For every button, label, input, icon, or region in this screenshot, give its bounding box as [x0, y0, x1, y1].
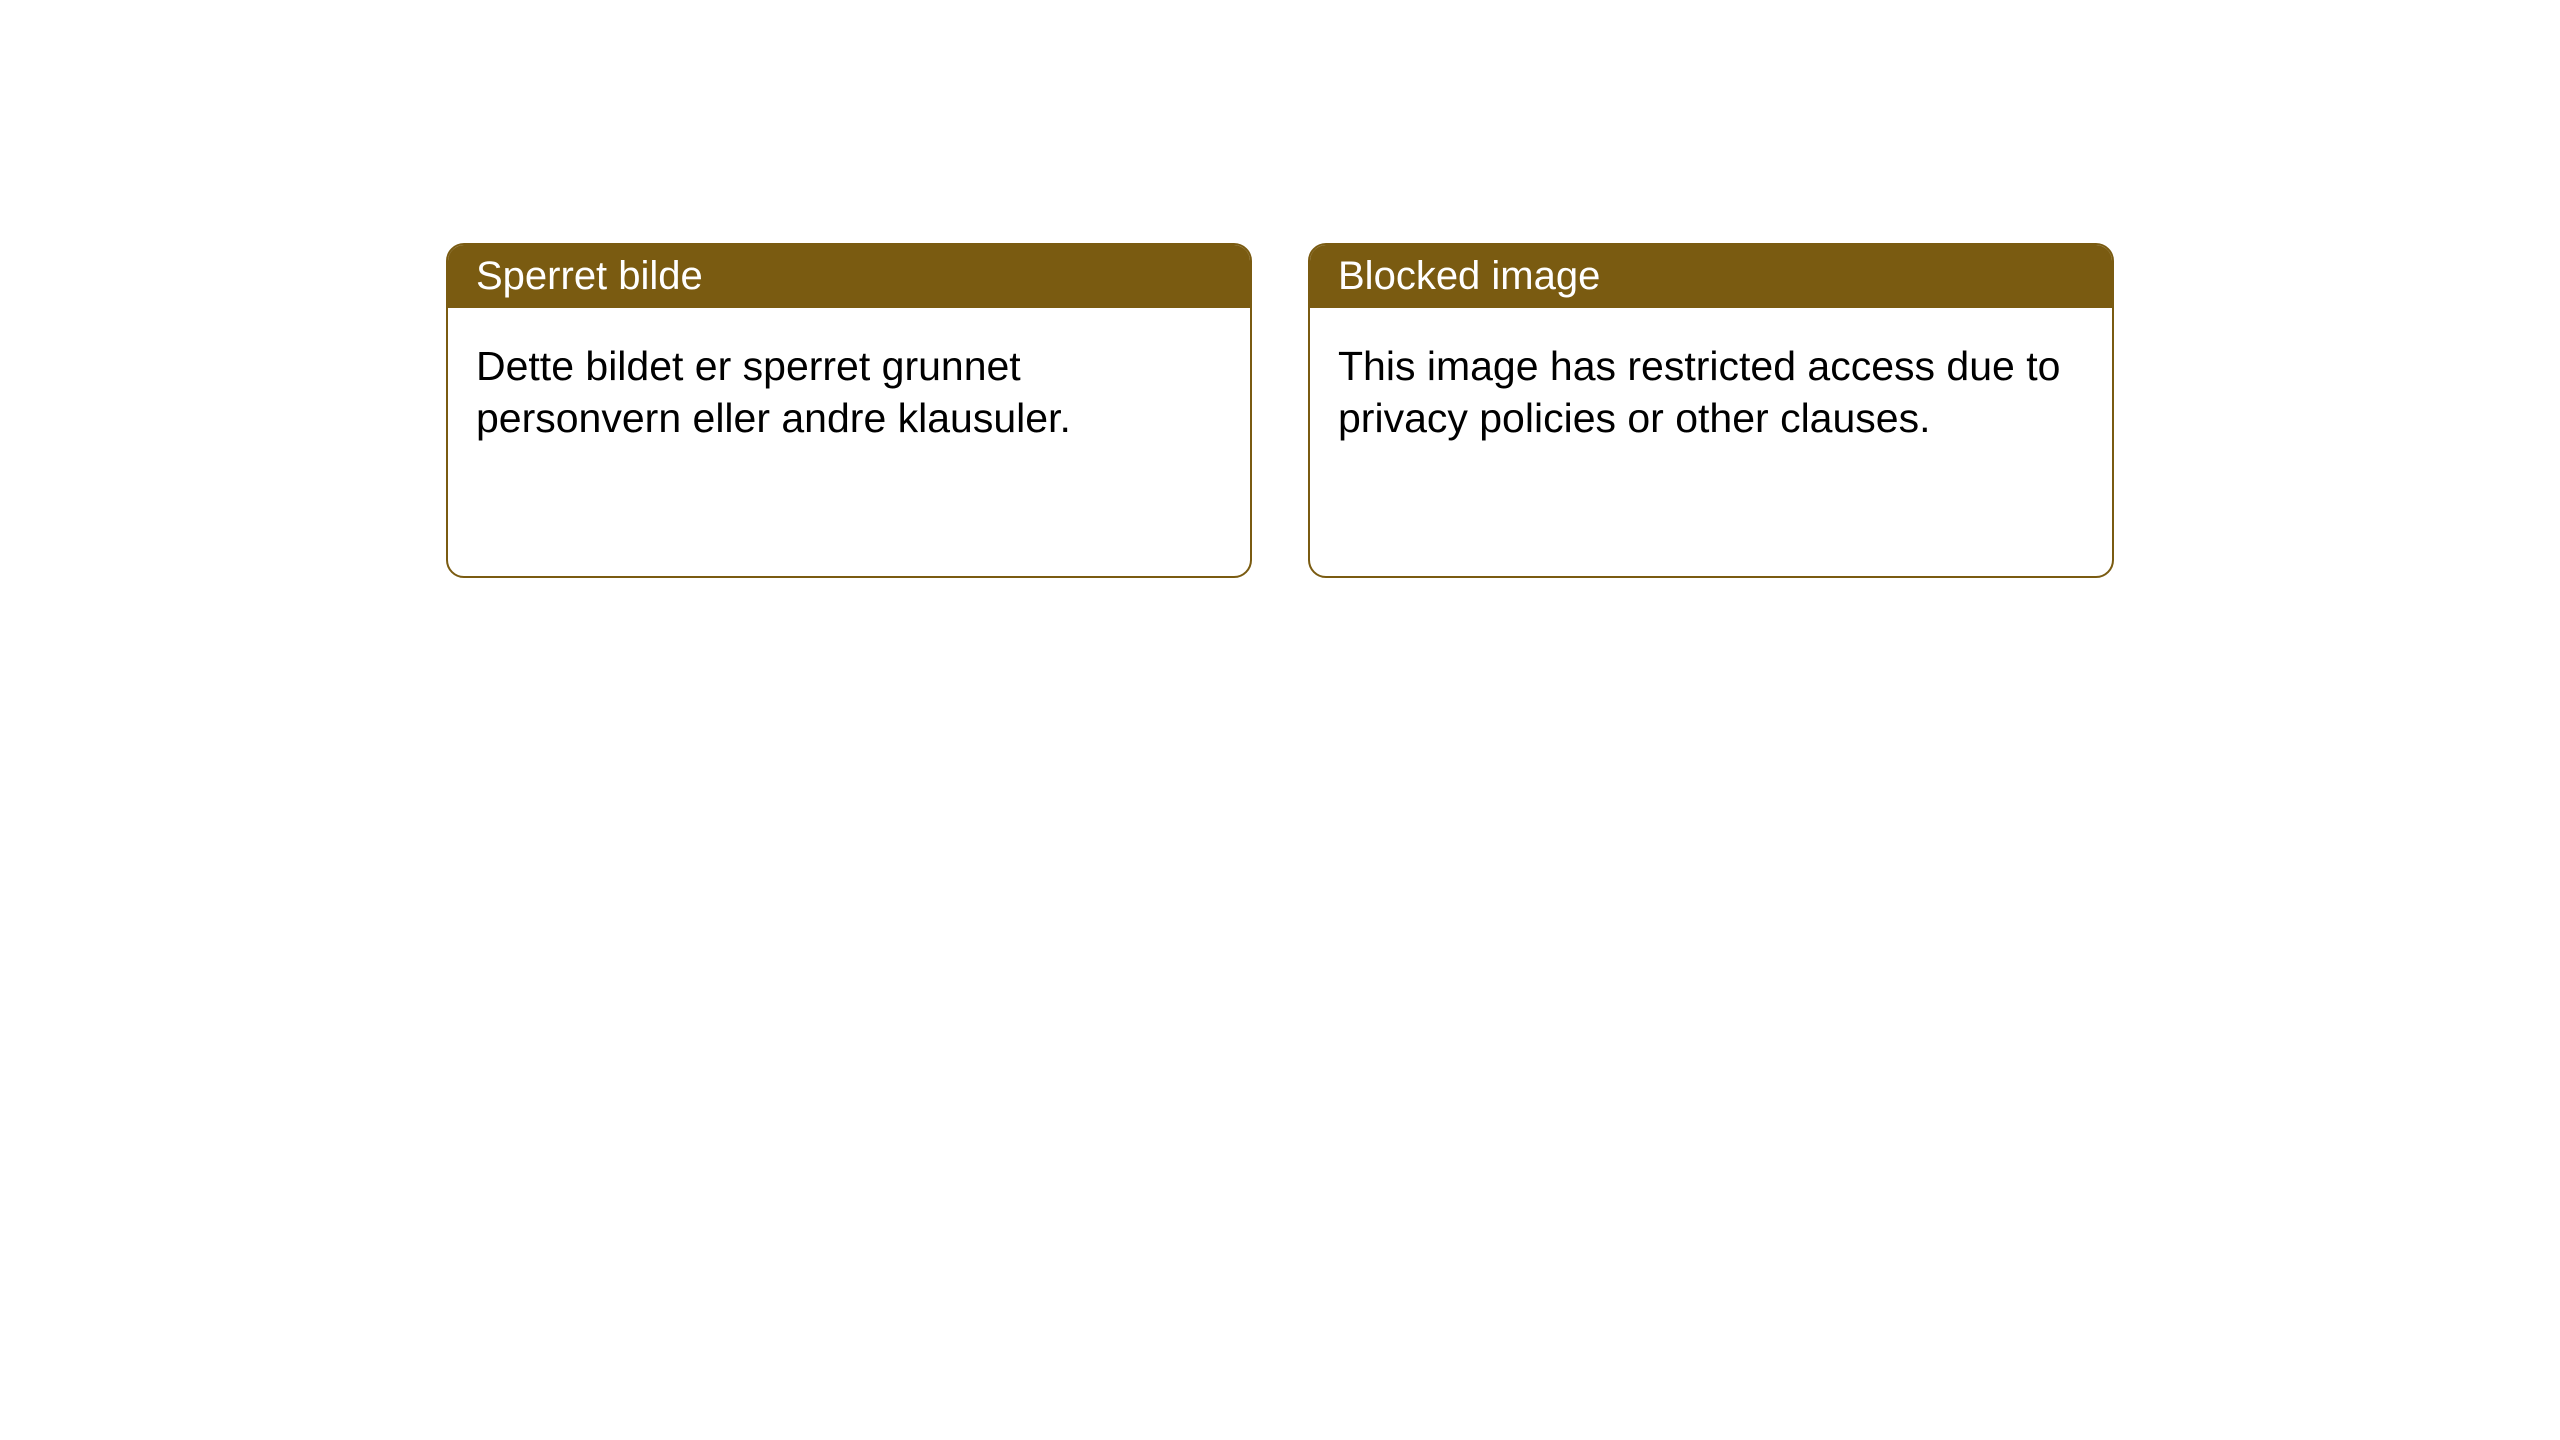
notice-card-norwegian: Sperret bilde Dette bildet er sperret gr… [446, 243, 1252, 578]
notice-card-english: Blocked image This image has restricted … [1308, 243, 2114, 578]
notice-header: Blocked image [1310, 245, 2112, 308]
notice-cards-container: Sperret bilde Dette bildet er sperret gr… [0, 0, 2560, 578]
notice-body: This image has restricted access due to … [1310, 308, 2112, 477]
notice-header: Sperret bilde [448, 245, 1250, 308]
notice-body: Dette bildet er sperret grunnet personve… [448, 308, 1250, 477]
